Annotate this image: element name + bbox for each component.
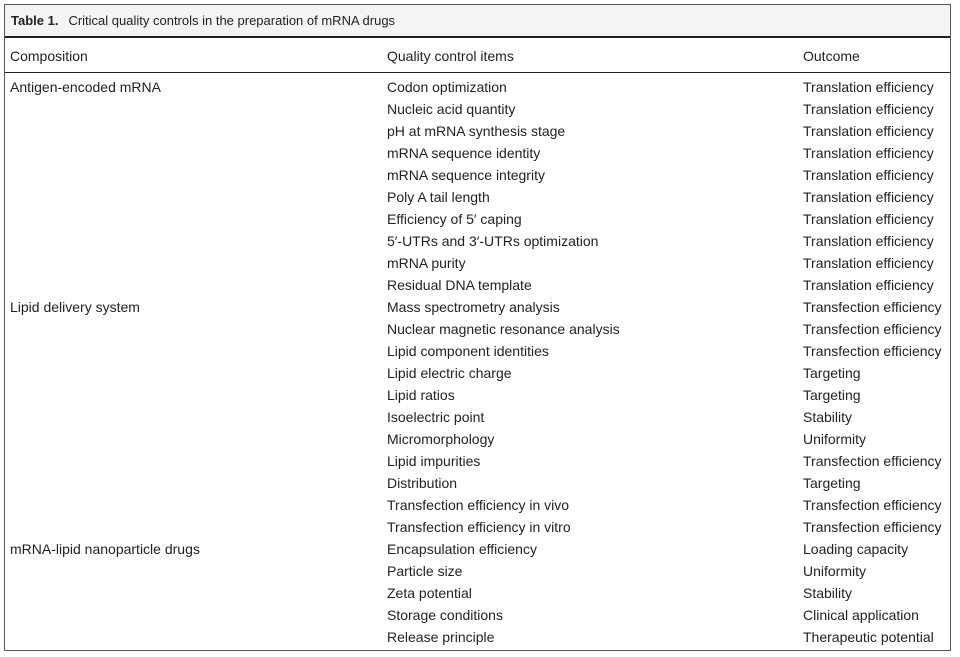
item-cell: Distribution <box>387 475 458 491</box>
item-cell: Zeta potential <box>387 585 472 601</box>
header-cell: Quality control items <box>387 48 514 64</box>
outcome-cell: Translation efficiency <box>803 79 934 95</box>
outcome-cell: Transfection efficiency <box>803 453 942 469</box>
item-cell: Encapsulation efficiency <box>387 541 537 557</box>
outcome-cell: Loading capacity <box>803 541 909 557</box>
outcome-cell: Targeting <box>803 387 861 403</box>
table-title: Critical quality controls in the prepara… <box>68 13 396 28</box>
item-cell: Release principle <box>387 629 495 645</box>
outcome-cell: Transfection efficiency <box>803 519 942 535</box>
outcome-cell: Targeting <box>803 475 861 491</box>
outcome-cell: Transfection efficiency <box>803 497 942 513</box>
item-cell: Lipid impurities <box>387 453 481 469</box>
outcome-cell: Transfection efficiency <box>803 321 942 337</box>
outcome-cell: Translation efficiency <box>803 101 934 117</box>
item-cell: Lipid electric charge <box>387 365 512 381</box>
item-cell: Isoelectric point <box>387 409 485 425</box>
composition-cell: Lipid delivery system <box>10 299 140 315</box>
item-cell: Storage conditions <box>387 607 503 623</box>
item-cell: Poly A tail length <box>387 189 490 205</box>
composition-cell: Antigen-encoded mRNA <box>10 79 161 95</box>
item-cell: Lipid ratios <box>387 387 455 403</box>
header-rule <box>5 72 950 73</box>
outcome-cell: Translation efficiency <box>803 233 934 249</box>
item-cell: Transfection efficiency in vivo <box>387 497 570 513</box>
table-frame: Table 1. Critical quality controls in the… <box>4 4 951 651</box>
outcome-cell: Targeting <box>803 365 861 381</box>
outcome-cell: Translation efficiency <box>803 277 934 293</box>
item-cell: Micromorphology <box>387 431 495 447</box>
outcome-cell: Uniformity <box>803 563 867 579</box>
table-label: Table 1. <box>11 13 59 28</box>
item-cell: Residual DNA template <box>387 277 532 293</box>
outcome-cell: Translation efficiency <box>803 145 934 161</box>
item-cell: Transfection efficiency in vitro <box>387 519 571 535</box>
outcome-cell: Transfection efficiency <box>803 299 942 315</box>
outcome-cell: Transfection efficiency <box>803 343 942 359</box>
outcome-cell: Translation efficiency <box>803 167 934 183</box>
item-cell: Nuclear magnetic resonance analysis <box>387 321 620 337</box>
item-cell: Codon optimization <box>387 79 507 95</box>
outcome-cell: Stability <box>803 409 853 425</box>
outcome-cell: Therapeutic potential <box>803 629 934 645</box>
outcome-cell: Translation efficiency <box>803 255 934 271</box>
item-cell: Efficiency of 5′ caping <box>387 211 522 227</box>
composition-cell: mRNA-lipid nanoparticle drugs <box>10 541 200 557</box>
item-cell: 5′-UTRs and 3′-UTRs optimization <box>387 233 599 249</box>
item-cell: mRNA purity <box>387 255 466 271</box>
header-cell: Composition <box>10 48 88 64</box>
outcome-cell: Translation efficiency <box>803 211 934 227</box>
outcome-cell: Translation efficiency <box>803 189 934 205</box>
item-cell: Particle size <box>387 563 463 579</box>
item-cell: Lipid component identities <box>387 343 549 359</box>
caption: Table 1. Critical quality controls in the… <box>5 5 950 38</box>
item-cell: mRNA sequence integrity <box>387 167 545 183</box>
item-cell: Mass spectrometry analysis <box>387 299 560 315</box>
outcome-cell: Clinical application <box>803 607 919 623</box>
outcome-cell: Translation efficiency <box>803 123 934 139</box>
header-cell: Outcome <box>803 48 860 64</box>
outcome-cell: Uniformity <box>803 431 867 447</box>
item-cell: Nucleic acid quantity <box>387 101 516 117</box>
item-cell: mRNA sequence identity <box>387 145 541 161</box>
outcome-cell: Stability <box>803 585 853 601</box>
item-cell: pH at mRNA synthesis stage <box>387 123 566 139</box>
